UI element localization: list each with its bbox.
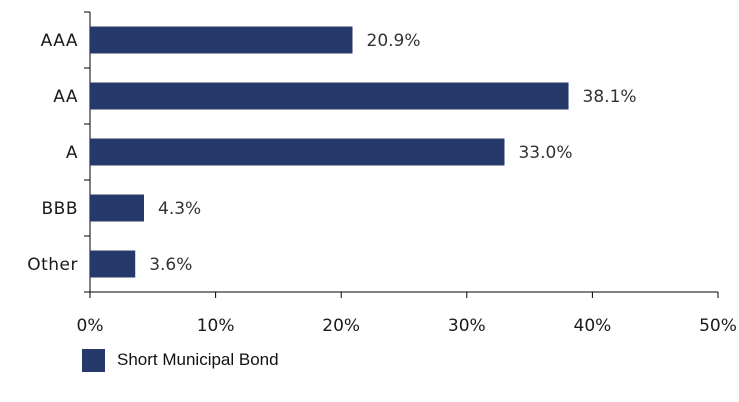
category-label: AAA	[41, 31, 78, 51]
x-tick-label: 30%	[448, 316, 486, 336]
x-tick-label: 40%	[574, 316, 612, 336]
category-label: BBB	[42, 199, 79, 219]
legend-label: Short Municipal Bond	[117, 350, 279, 369]
category-label: Other	[27, 255, 78, 275]
data-label: 20.9%	[367, 31, 421, 51]
x-tick-label: 10%	[197, 316, 235, 336]
data-label: 33.0%	[518, 143, 572, 163]
x-tick-label: 0%	[77, 316, 104, 336]
category-label: AA	[53, 87, 78, 107]
bar	[90, 194, 145, 222]
x-tick-label: 20%	[322, 316, 360, 336]
bar	[90, 26, 353, 54]
bar	[90, 250, 136, 278]
bar	[90, 82, 569, 110]
bar	[90, 138, 505, 166]
data-label: 38.1%	[583, 87, 637, 107]
x-tick-label: 50%	[699, 316, 737, 336]
legend: Short Municipal Bond	[82, 348, 279, 372]
category-label: A	[66, 143, 78, 163]
data-label: 3.6%	[149, 255, 192, 275]
data-label: 4.3%	[158, 199, 201, 219]
legend-swatch	[82, 348, 105, 372]
